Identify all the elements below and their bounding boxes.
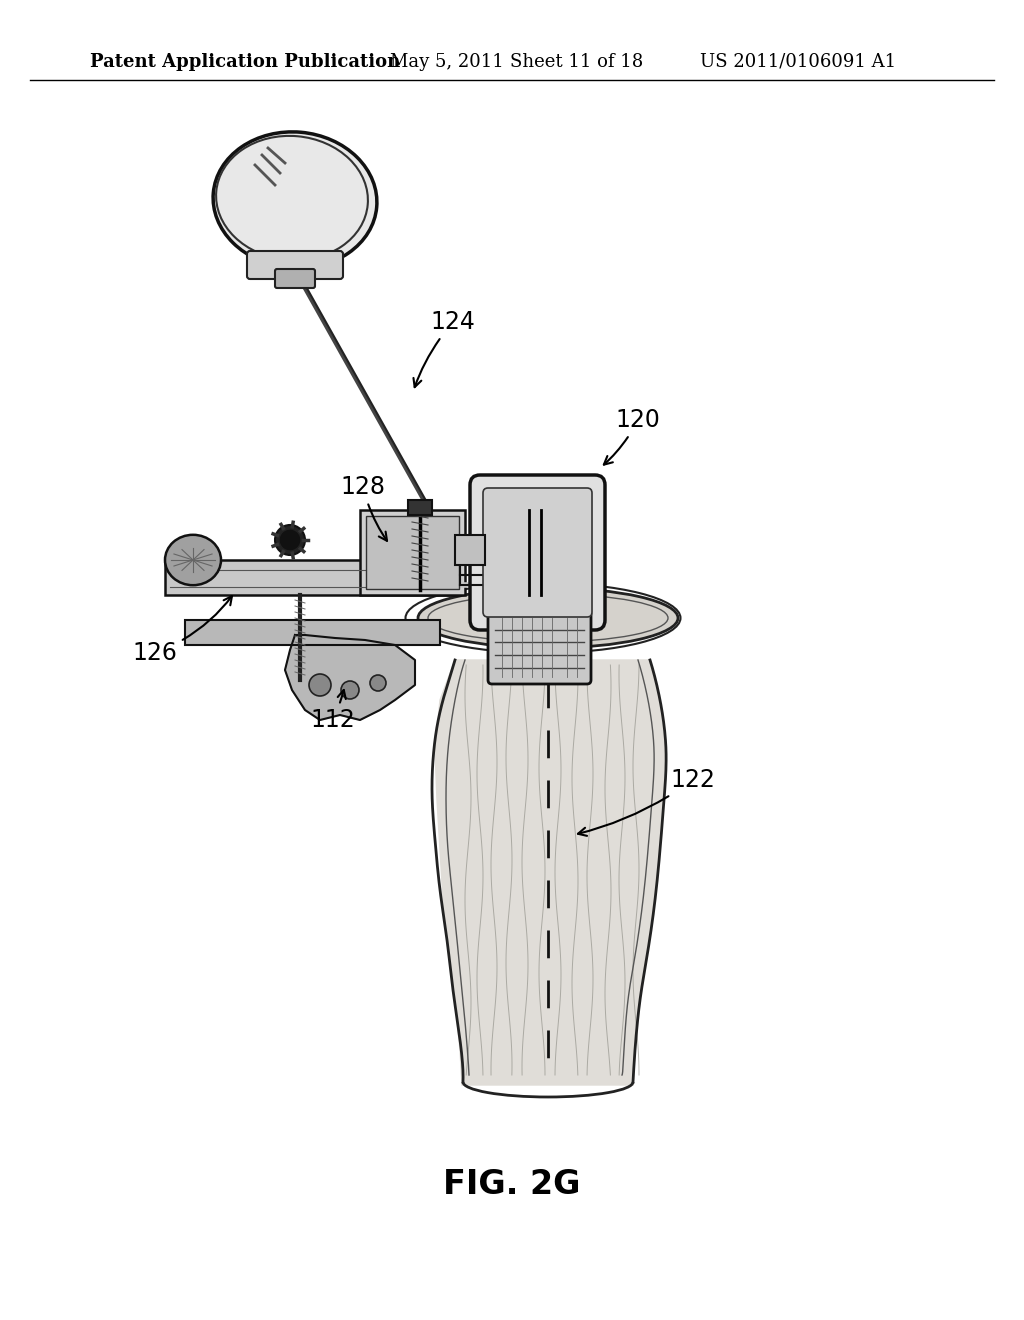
FancyBboxPatch shape xyxy=(488,611,591,684)
FancyBboxPatch shape xyxy=(247,251,343,279)
Ellipse shape xyxy=(341,681,359,700)
FancyBboxPatch shape xyxy=(366,516,459,589)
Text: 112: 112 xyxy=(310,690,355,733)
Ellipse shape xyxy=(279,529,301,550)
Text: Patent Application Publication: Patent Application Publication xyxy=(90,53,400,71)
Text: FIG. 2G: FIG. 2G xyxy=(443,1168,581,1201)
Text: 124: 124 xyxy=(414,310,475,387)
FancyBboxPatch shape xyxy=(483,488,592,616)
Text: 128: 128 xyxy=(341,475,387,541)
Ellipse shape xyxy=(418,587,678,648)
Ellipse shape xyxy=(275,525,305,554)
FancyBboxPatch shape xyxy=(470,475,605,630)
Text: Sheet 11 of 18: Sheet 11 of 18 xyxy=(510,53,643,71)
Text: 126: 126 xyxy=(132,597,232,665)
Ellipse shape xyxy=(165,535,221,585)
Text: 120: 120 xyxy=(604,408,660,465)
FancyBboxPatch shape xyxy=(165,560,460,595)
Ellipse shape xyxy=(213,132,377,268)
Text: May 5, 2011: May 5, 2011 xyxy=(390,53,504,71)
FancyBboxPatch shape xyxy=(360,510,465,595)
Text: 122: 122 xyxy=(578,768,716,836)
Polygon shape xyxy=(285,635,415,719)
FancyBboxPatch shape xyxy=(408,500,432,515)
Ellipse shape xyxy=(370,675,386,690)
Polygon shape xyxy=(435,660,665,1085)
FancyBboxPatch shape xyxy=(455,535,485,565)
FancyBboxPatch shape xyxy=(275,269,315,288)
FancyBboxPatch shape xyxy=(185,620,440,645)
Ellipse shape xyxy=(309,675,331,696)
Text: US 2011/0106091 A1: US 2011/0106091 A1 xyxy=(700,53,896,71)
